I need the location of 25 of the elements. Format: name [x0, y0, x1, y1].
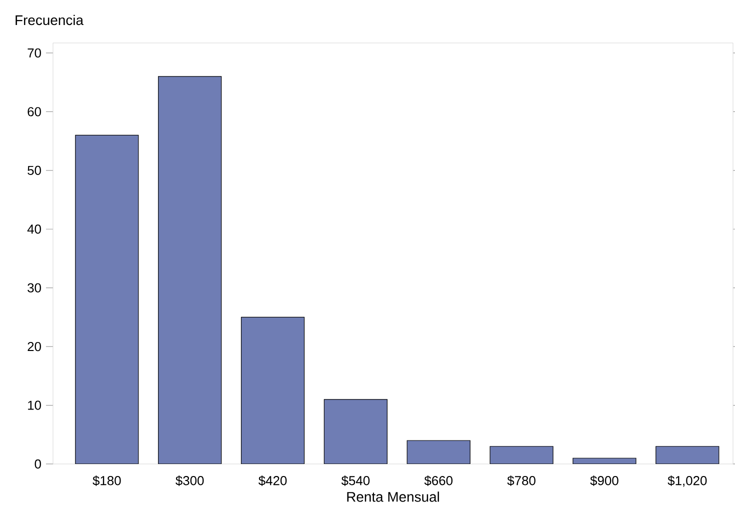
x-tick-label: $1,020: [668, 475, 707, 487]
y-tick-label: 60: [28, 107, 41, 116]
bar: [407, 440, 470, 464]
x-tick-label: $780: [507, 475, 536, 486]
x-tick-label: $900: [590, 475, 618, 486]
x-axis-title: Renta Mensual: [347, 492, 439, 502]
y-axis-title: Frecuencia: [16, 14, 84, 26]
bar: [158, 76, 222, 464]
y-tick-label: 10: [28, 400, 41, 410]
x-tick-label: $540: [341, 475, 370, 486]
bar: [656, 446, 720, 464]
x-tick-label: $180: [92, 475, 121, 486]
bar: [75, 135, 138, 464]
x-tick-label: $300: [176, 475, 204, 486]
y-tick-label: 50: [28, 166, 41, 175]
y-tick-label: 70: [28, 48, 41, 58]
y-tick-label: 30: [28, 283, 41, 292]
bar: [490, 446, 554, 464]
y-tick-label: 40: [27, 224, 41, 234]
x-tick-label: $420: [258, 475, 287, 486]
bar: [324, 399, 388, 464]
y-tick-label: 0: [34, 459, 41, 469]
y-tick-label: 20: [28, 342, 41, 352]
bar: [241, 317, 304, 464]
x-tick-label: $660: [424, 475, 453, 486]
